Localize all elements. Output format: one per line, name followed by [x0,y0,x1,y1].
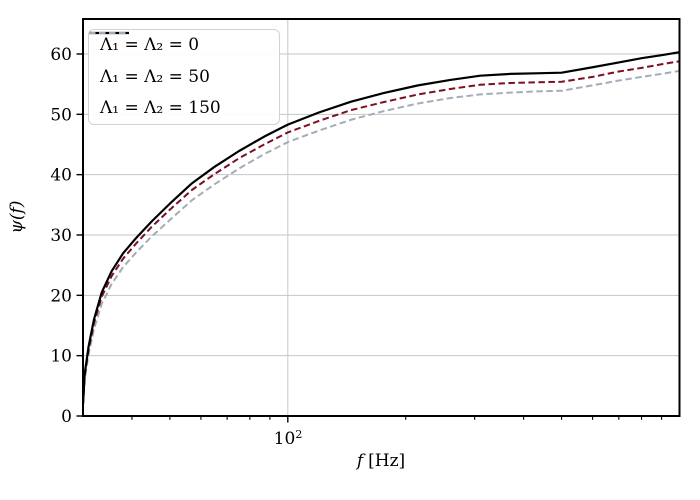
x-axis-label-variable: f [356,451,364,471]
y-tick-labels: 0 10 20 30 40 50 60 [50,45,72,427]
legend-entry-label: Λ₁ = Λ₂ = 0 [100,35,200,55]
legend: Λ₁ = Λ₂ = 0 Λ₁ = Λ₂ = 50 Λ₁ = Λ₂ = 150 [88,29,280,125]
data-series [81,51,680,406]
x-tick-base: 10 [273,429,296,449]
legend-entry-label: Λ₁ = Λ₂ = 150 [100,98,221,118]
y-tick-label: 50 [50,105,72,125]
plot-frame [82,18,681,417]
legend-entry: Λ₁ = Λ₂ = 50 [89,32,271,87]
series-line [82,60,680,405]
legend-entry: Λ₁ = Λ₂ = 0 [89,31,271,55]
x-tick-exponent: 2 [295,428,303,441]
legend-entry-label: Λ₁ = Λ₂ = 50 [100,66,210,87]
axis-ticks [76,53,663,423]
legend-line-sample [89,32,129,34]
y-tick-label: 30 [50,226,72,246]
y-tick-label: 0 [61,407,72,427]
series-line [81,51,680,404]
y-tick-label: 60 [50,45,72,65]
x-axis-label-unit: [Hz] [368,451,406,471]
y-axis-label: ψ(f) [7,200,27,234]
y-tick-label: 10 [50,347,72,367]
y-tick-label: 20 [50,286,72,306]
axes-frame [82,18,681,417]
series-line [82,69,680,406]
x-axis-label: f [Hz] [357,451,405,471]
x-major-tick-label: 102 [274,428,303,449]
legend-entry: Λ₁ = Λ₂ = 150 [89,32,271,118]
y-tick-label: 40 [50,166,72,186]
